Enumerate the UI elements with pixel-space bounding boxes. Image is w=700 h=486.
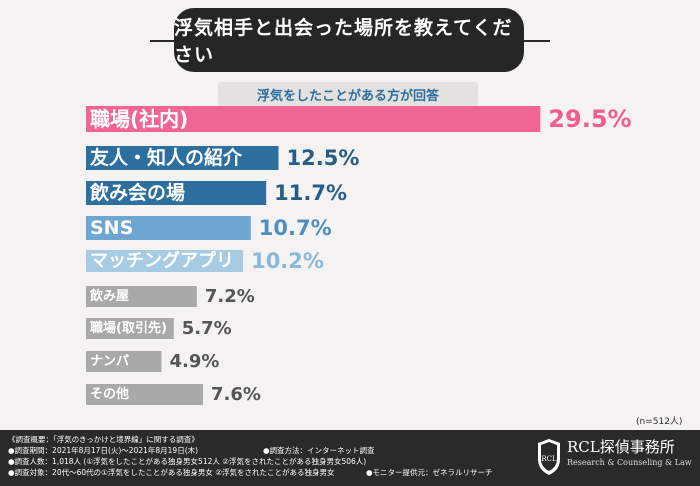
bar-4 [86, 250, 244, 272]
category-label-2: 飲み会の場 [89, 181, 185, 204]
logo-mark-text: RCL [541, 455, 557, 463]
survey-period: ●調査期間：2021年8月17日(火)～2021年8月19日(木) [8, 446, 199, 455]
value-label-4: 10.2% [251, 249, 324, 273]
bar-chart: 職場(社内) 29.5% 友人・知人の紹介 12.5% 飲み会の場 11.7% SNS 10.… [86, 105, 632, 405]
value-label-3: 10.7% [259, 216, 332, 240]
survey-count: ●調査人数：1,018人 (①浮気をしたことがある独身男女512人 ②浮気をされ… [8, 457, 367, 466]
bar-7 [86, 351, 162, 372]
value-label-1: 12.5% [287, 146, 360, 170]
page-title: 浮気相手と出会った場所を教えてください [174, 8, 524, 72]
category-label-6: 職場(取引先) [90, 320, 167, 336]
title-banner: 浮気相手と出会った場所を教えてください [0, 0, 700, 78]
chart-subtitle: 浮気をしたことがある方が回答 [218, 82, 478, 106]
bar-5 [86, 286, 197, 307]
sample-size-note: (n=512人) [636, 417, 683, 427]
title-line-right [522, 40, 550, 42]
value-label-8: 7.6% [211, 384, 261, 405]
survey-method: ●調査方法：インターネット調査 [263, 446, 375, 455]
value-label-6: 5.7% [182, 318, 232, 339]
value-label-5: 7.2% [205, 286, 255, 307]
title-line-left [150, 40, 176, 42]
category-label-5: 飲み屋 [89, 288, 129, 304]
bar-0 [86, 106, 541, 132]
category-label-7: ナンパ [90, 354, 129, 369]
bar-1 [86, 146, 279, 170]
survey-monitor: ●モニター提供元：ゼネラルリサーチ [366, 468, 493, 477]
bar-6 [86, 318, 174, 339]
value-label-2: 11.7% [274, 181, 347, 205]
category-label-3: SNS [90, 217, 133, 239]
survey-heading: 《調査概要：「浮気のきっかけと境界線」に関する調査》 [8, 435, 199, 444]
bar-8 [86, 384, 204, 405]
category-label-1: 友人・知人の紹介 [90, 146, 243, 169]
category-label-4: マッチングアプリ [90, 250, 234, 272]
survey-target: ●調査対象：20代～60代の①浮気をしたことがある独身男女 ②浮気をされたことが… [8, 468, 335, 477]
logo-title: RCL探偵事務所 [567, 438, 675, 456]
category-label-0: 職場(社内) [90, 107, 188, 131]
logo-subtitle: Research & Counseling & Law [567, 458, 692, 467]
shield-logo-icon: RCL [538, 439, 560, 475]
survey-footer: 《調査概要：「浮気のきっかけと境界線」に関する調査》 ●調査期間：2021年8月… [0, 430, 700, 486]
bar-3 [86, 216, 251, 240]
value-label-0: 29.5% [548, 105, 631, 133]
category-label-8: その他 [90, 386, 129, 402]
bar-2 [86, 181, 267, 205]
value-label-7: 4.9% [169, 351, 219, 372]
